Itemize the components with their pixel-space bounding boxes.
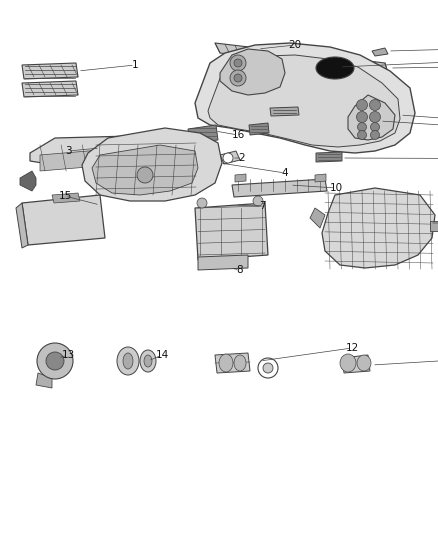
Polygon shape <box>22 63 78 79</box>
Circle shape <box>370 111 381 123</box>
Circle shape <box>253 196 263 206</box>
Circle shape <box>230 70 246 86</box>
Polygon shape <box>30 135 198 165</box>
Circle shape <box>357 100 367 110</box>
Text: 14: 14 <box>155 350 169 360</box>
Ellipse shape <box>357 355 371 371</box>
Polygon shape <box>235 174 246 182</box>
Polygon shape <box>220 151 240 164</box>
Text: 10: 10 <box>329 183 343 193</box>
Text: 7: 7 <box>259 201 265 211</box>
Polygon shape <box>270 107 299 116</box>
Polygon shape <box>430 221 438 231</box>
Polygon shape <box>36 373 52 388</box>
Text: 1: 1 <box>132 60 138 70</box>
Circle shape <box>137 167 153 183</box>
Polygon shape <box>342 355 370 373</box>
Text: 8: 8 <box>237 265 244 275</box>
Ellipse shape <box>316 57 354 79</box>
Ellipse shape <box>219 354 233 372</box>
Circle shape <box>370 100 381 110</box>
Polygon shape <box>322 188 435 268</box>
Circle shape <box>258 358 278 378</box>
Ellipse shape <box>340 354 356 372</box>
Text: 13: 13 <box>61 350 74 360</box>
Polygon shape <box>52 193 80 203</box>
Circle shape <box>357 111 367 123</box>
Text: 3: 3 <box>65 146 71 156</box>
Circle shape <box>371 123 379 132</box>
Text: 20: 20 <box>289 40 301 50</box>
Polygon shape <box>198 255 248 270</box>
Polygon shape <box>215 353 250 373</box>
Text: 12: 12 <box>346 343 359 353</box>
Polygon shape <box>92 145 198 195</box>
Ellipse shape <box>144 355 152 367</box>
Circle shape <box>197 198 207 208</box>
Polygon shape <box>22 195 105 245</box>
Polygon shape <box>232 179 327 197</box>
Circle shape <box>37 343 73 379</box>
Circle shape <box>371 131 379 140</box>
Polygon shape <box>188 125 218 143</box>
Polygon shape <box>195 203 268 260</box>
Polygon shape <box>208 55 400 147</box>
Circle shape <box>223 153 233 163</box>
Circle shape <box>46 352 64 370</box>
Text: 4: 4 <box>282 168 288 178</box>
Ellipse shape <box>140 350 156 372</box>
Polygon shape <box>22 81 78 97</box>
Polygon shape <box>220 49 285 95</box>
Polygon shape <box>16 203 28 248</box>
Polygon shape <box>315 174 326 182</box>
Circle shape <box>234 59 242 67</box>
Circle shape <box>357 123 367 132</box>
Polygon shape <box>372 48 388 56</box>
Polygon shape <box>82 128 222 201</box>
Polygon shape <box>316 152 342 162</box>
Polygon shape <box>195 43 415 153</box>
Polygon shape <box>215 43 388 73</box>
Text: 2: 2 <box>239 153 245 163</box>
Polygon shape <box>20 171 36 191</box>
Polygon shape <box>249 123 269 135</box>
Polygon shape <box>40 145 188 171</box>
Circle shape <box>263 363 273 373</box>
Circle shape <box>357 131 367 140</box>
Text: 15: 15 <box>58 191 72 201</box>
Ellipse shape <box>234 355 246 371</box>
Circle shape <box>230 55 246 71</box>
Circle shape <box>234 74 242 82</box>
Text: 16: 16 <box>231 130 245 140</box>
Ellipse shape <box>117 347 139 375</box>
Ellipse shape <box>123 353 133 369</box>
Polygon shape <box>348 95 395 140</box>
Polygon shape <box>310 208 325 228</box>
